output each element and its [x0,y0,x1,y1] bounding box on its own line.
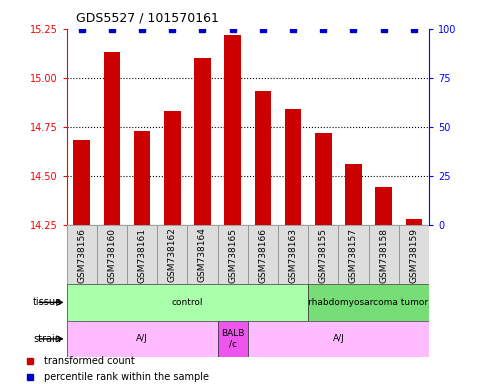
Text: GSM738162: GSM738162 [168,228,177,283]
Text: GSM738155: GSM738155 [318,228,328,283]
Text: GDS5527 / 101570161: GDS5527 / 101570161 [76,12,219,25]
Bar [375,187,392,225]
Bar [224,35,241,225]
Bar [187,225,217,284]
Text: GSM738161: GSM738161 [138,228,146,283]
Bar [67,284,308,321]
Text: GSM738164: GSM738164 [198,228,207,283]
Text: GSM738166: GSM738166 [258,228,267,283]
Text: GSM738163: GSM738163 [288,228,298,283]
Text: A/J: A/J [136,334,148,343]
Bar [104,52,120,225]
Text: strain: strain [34,334,62,344]
Text: percentile rank within the sample: percentile rank within the sample [44,372,210,382]
Bar [217,321,247,357]
Bar [285,109,301,225]
Bar [308,225,338,284]
Text: GSM738159: GSM738159 [409,228,419,283]
Text: GSM738157: GSM738157 [349,228,358,283]
Bar [67,321,217,357]
Bar [194,58,211,225]
Text: rhabdomyosarcoma tumor: rhabdomyosarcoma tumor [309,298,428,307]
Bar [338,225,368,284]
Text: GSM738158: GSM738158 [379,228,388,283]
Bar [254,91,271,225]
Bar [73,141,90,225]
Text: BALB
/c: BALB /c [221,329,245,349]
Text: GSM738156: GSM738156 [77,228,86,283]
Text: GSM738165: GSM738165 [228,228,237,283]
Text: tissue: tissue [33,297,62,308]
Bar [399,225,429,284]
Bar [368,225,399,284]
Text: control: control [172,298,203,307]
Bar [248,225,278,284]
Bar [97,225,127,284]
Text: transformed count: transformed count [44,356,135,366]
Bar [134,131,150,225]
Bar [67,225,97,284]
Bar [278,225,308,284]
Bar [157,225,187,284]
Bar [164,111,180,225]
Bar [406,219,422,225]
Bar [345,164,362,225]
Bar [308,284,429,321]
Bar [217,225,247,284]
Text: A/J: A/J [332,334,344,343]
Text: GSM738160: GSM738160 [107,228,116,283]
Bar [248,321,429,357]
Bar [315,132,331,225]
Bar [127,225,157,284]
